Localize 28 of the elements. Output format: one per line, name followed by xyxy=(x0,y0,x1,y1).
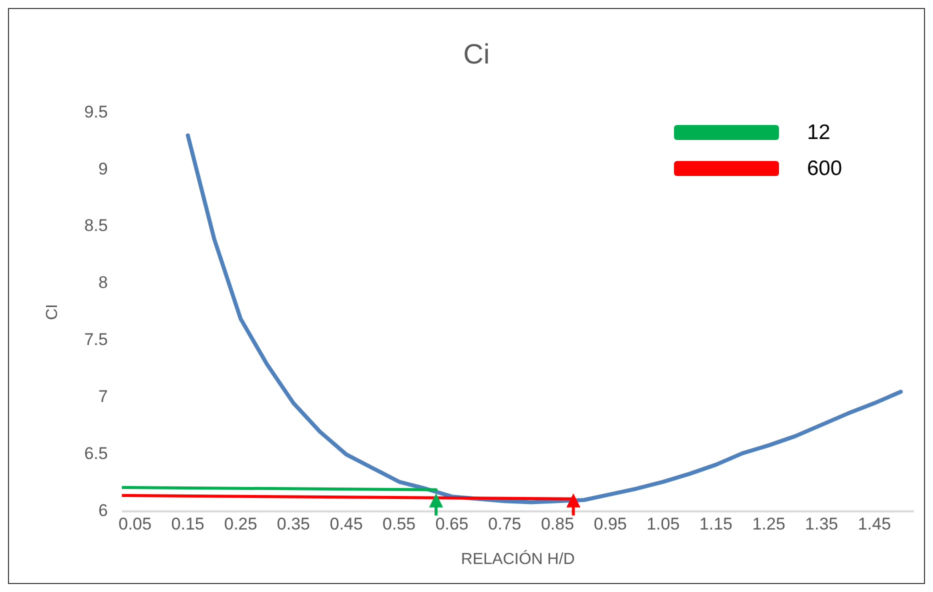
x-tick-label: 0.85 xyxy=(540,514,574,534)
legend-label: 12 xyxy=(807,120,830,145)
x-tick-label: 1.15 xyxy=(699,514,733,534)
y-tick-label: 7.5 xyxy=(84,330,108,350)
x-tick-label: 0.15 xyxy=(171,514,204,534)
x-tick-label: 0.65 xyxy=(435,514,468,534)
y-axis-title: CI xyxy=(44,304,62,320)
legend-label: 600 xyxy=(807,156,842,181)
x-tick-label: 0.35 xyxy=(276,514,310,534)
x-tick-label: 0.95 xyxy=(594,514,627,534)
x-tick-label: 0.75 xyxy=(488,514,522,534)
y-tick-label: 9.5 xyxy=(84,102,108,122)
y-tick-label: 8 xyxy=(98,273,108,292)
x-tick-label: 0.55 xyxy=(382,514,416,534)
x-tick-label: 1.45 xyxy=(858,514,891,534)
x-tick-label: 0.25 xyxy=(224,514,258,534)
x-tick-label: 1.35 xyxy=(805,514,838,534)
y-tick-label: 7 xyxy=(98,387,108,406)
y-tick-label: 6.5 xyxy=(84,444,108,464)
y-tick-label: 6 xyxy=(98,501,108,520)
x-axis-title: RELACIÓN H/D xyxy=(461,550,575,568)
chart-title: Ci xyxy=(463,38,490,70)
y-tick-label: 8.5 xyxy=(84,216,108,236)
x-tick-label: 1.25 xyxy=(752,514,786,534)
x-tick-label: 0.05 xyxy=(118,514,152,534)
y-tick-label: 9 xyxy=(98,159,108,178)
x-tick-label: 1.05 xyxy=(646,514,680,534)
x-tick-label: 0.45 xyxy=(330,514,363,534)
